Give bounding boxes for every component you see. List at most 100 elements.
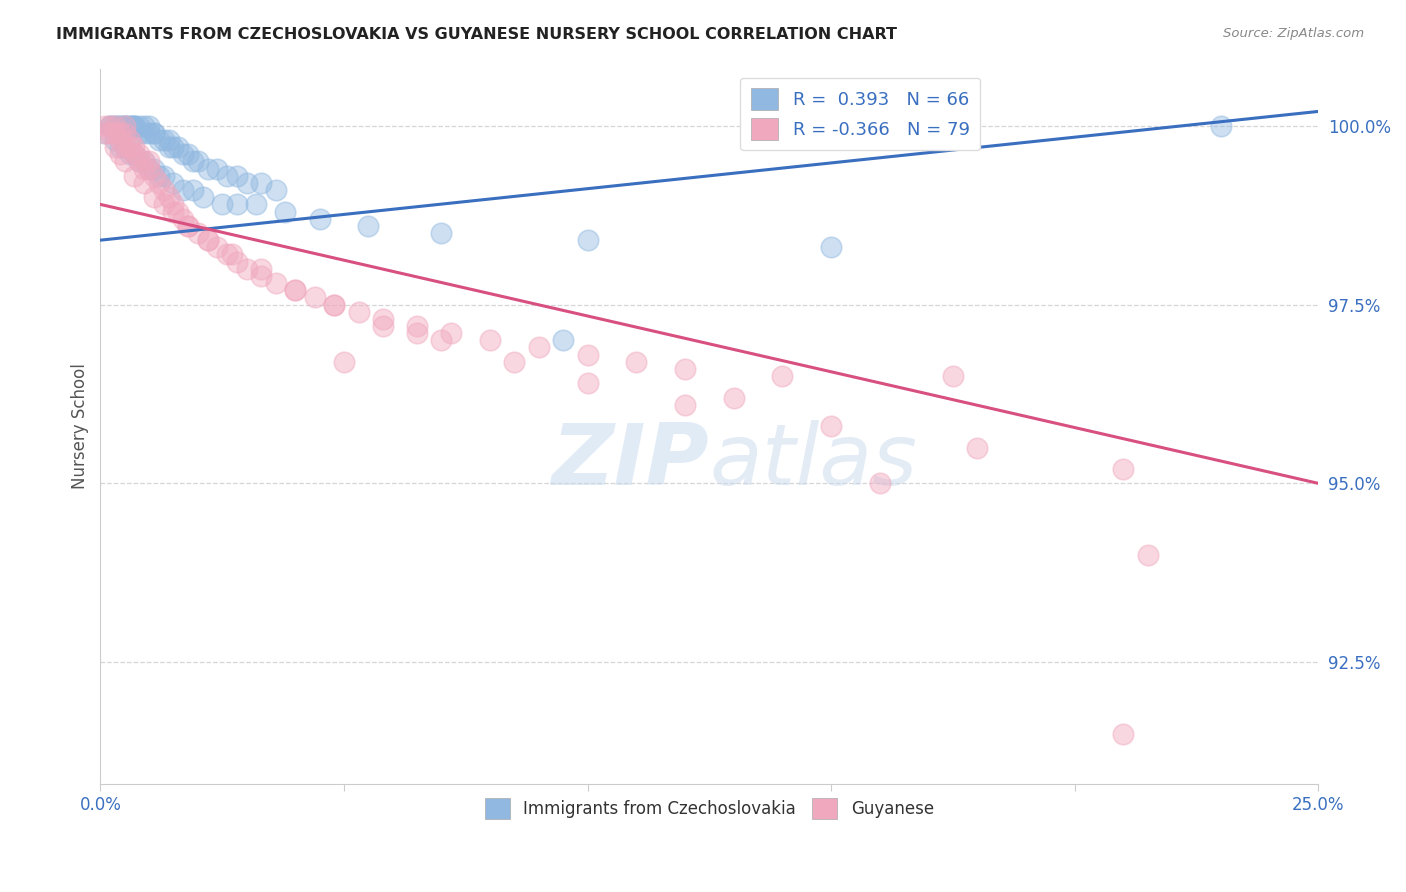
Point	[157, 133, 180, 147]
Point	[274, 204, 297, 219]
Point	[94, 126, 117, 140]
Point	[250, 268, 273, 283]
Point	[124, 119, 146, 133]
Point	[128, 154, 150, 169]
Text: IMMIGRANTS FROM CZECHOSLOVAKIA VS GUYANESE NURSERY SCHOOL CORRELATION CHART: IMMIGRANTS FROM CZECHOSLOVAKIA VS GUYANE…	[56, 27, 897, 42]
Point	[284, 283, 307, 297]
Point	[134, 176, 156, 190]
Point	[142, 126, 165, 140]
Point	[142, 126, 165, 140]
Point	[440, 326, 463, 340]
Point	[114, 154, 136, 169]
Point	[124, 119, 146, 133]
Point	[245, 197, 267, 211]
Point	[128, 147, 150, 161]
Point	[118, 119, 141, 133]
Point	[142, 169, 165, 183]
Point	[98, 119, 121, 133]
Point	[723, 391, 745, 405]
Point	[104, 119, 127, 133]
Point	[626, 355, 648, 369]
Point	[162, 204, 184, 219]
Text: atlas: atlas	[709, 420, 917, 503]
Point	[323, 297, 346, 311]
Text: Source: ZipAtlas.com: Source: ZipAtlas.com	[1223, 27, 1364, 40]
Point	[128, 154, 150, 169]
Point	[503, 355, 526, 369]
Point	[333, 355, 356, 369]
Point	[124, 169, 146, 183]
Point	[197, 233, 219, 247]
Point	[225, 254, 247, 268]
Point	[118, 133, 141, 147]
Point	[142, 161, 165, 176]
Point	[1136, 548, 1159, 562]
Point	[235, 261, 257, 276]
Point	[152, 133, 174, 147]
Point	[308, 211, 330, 226]
Point	[124, 147, 146, 161]
Point	[148, 176, 170, 190]
Point	[124, 147, 146, 161]
Point	[114, 119, 136, 133]
Point	[124, 119, 146, 133]
Point	[673, 398, 696, 412]
Point	[207, 240, 229, 254]
Point	[104, 119, 127, 133]
Point	[128, 119, 150, 133]
Point	[167, 204, 190, 219]
Point	[576, 376, 599, 391]
Point	[869, 476, 891, 491]
Point	[177, 219, 200, 233]
Point	[770, 369, 793, 384]
Point	[128, 126, 150, 140]
Point	[177, 219, 200, 233]
Point	[104, 133, 127, 147]
Point	[1112, 462, 1135, 476]
Point	[215, 169, 238, 183]
Point	[114, 119, 136, 133]
Point	[181, 154, 204, 169]
Point	[134, 126, 156, 140]
Point	[118, 119, 141, 133]
Point	[98, 119, 121, 133]
Point	[264, 183, 287, 197]
Point	[172, 211, 194, 226]
Point	[148, 169, 170, 183]
Point	[114, 119, 136, 133]
Point	[191, 190, 214, 204]
Point	[114, 140, 136, 154]
Point	[820, 240, 842, 254]
Point	[118, 140, 141, 154]
Point	[108, 133, 131, 147]
Point	[108, 140, 131, 154]
Point	[157, 140, 180, 154]
Point	[138, 161, 160, 176]
Point	[371, 311, 394, 326]
Point	[576, 233, 599, 247]
Point	[225, 197, 247, 211]
Point	[430, 226, 453, 240]
Point	[177, 147, 200, 161]
Point	[197, 233, 219, 247]
Point	[114, 140, 136, 154]
Point	[98, 126, 121, 140]
Point	[576, 348, 599, 362]
Point	[134, 119, 156, 133]
Legend: Immigrants from Czechoslovakia, Guyanese: Immigrants from Czechoslovakia, Guyanese	[478, 792, 941, 825]
Point	[134, 161, 156, 176]
Point	[966, 441, 988, 455]
Point	[134, 154, 156, 169]
Point	[820, 419, 842, 434]
Point	[942, 369, 965, 384]
Point	[323, 297, 346, 311]
Point	[172, 147, 194, 161]
Point	[207, 161, 229, 176]
Point	[157, 190, 180, 204]
Point	[172, 183, 194, 197]
Point	[114, 119, 136, 133]
Point	[197, 161, 219, 176]
Point	[124, 140, 146, 154]
Point	[479, 334, 502, 348]
Point	[104, 119, 127, 133]
